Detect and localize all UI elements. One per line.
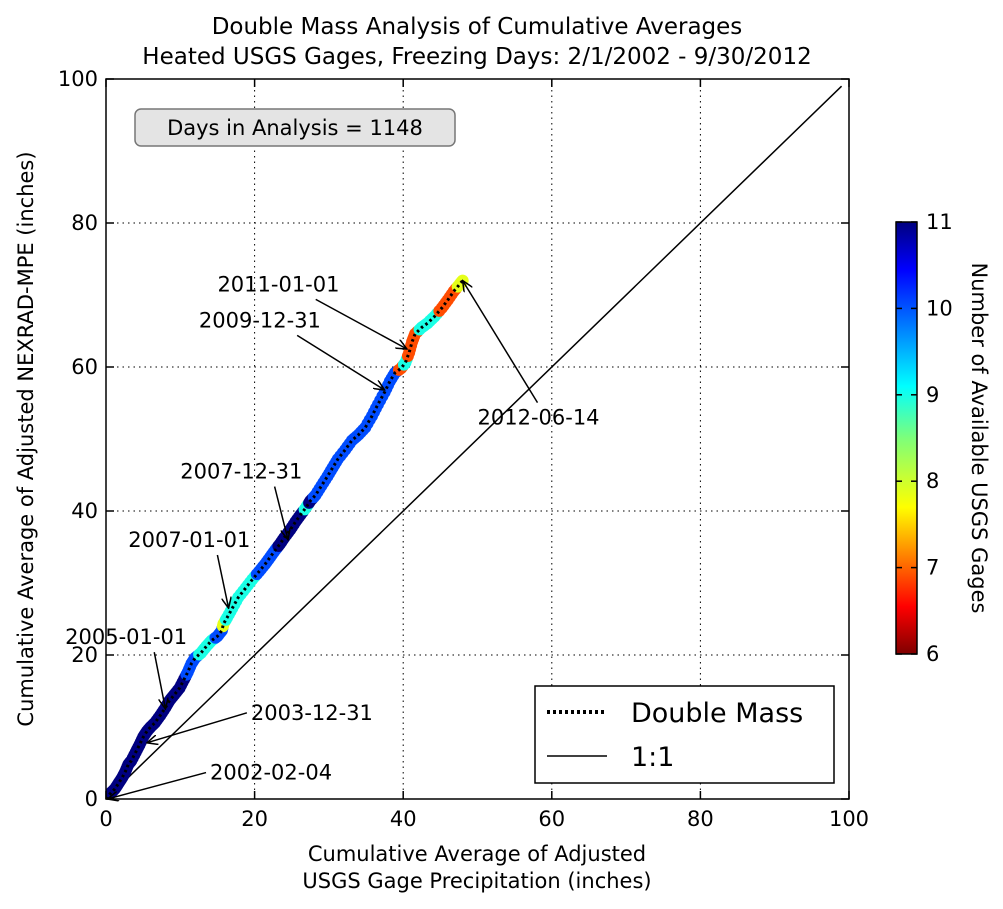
x-tick-label: 20: [241, 807, 268, 831]
x-tick-label: 40: [390, 807, 417, 831]
colorbar-ticks: 6 7 8 9 10 11: [896, 210, 953, 666]
y-tick-label: 20: [71, 643, 98, 667]
x-tick-label: 80: [687, 807, 714, 831]
y-tick-label: 60: [71, 355, 98, 379]
colorbar-label: Number of Available USGS Gages: [967, 263, 991, 614]
one-to-one-line-group: [106, 85, 843, 799]
y-tick-label: 80: [71, 211, 98, 235]
legend-label-double-mass: Double Mass: [631, 698, 803, 729]
annotations: 2011-01-01 2009-12-31 2012-06-14 2007-12-31…: [65, 272, 600, 799]
colorbar-tick-label: 6: [926, 642, 939, 666]
annotation-label: 2003-12-31: [251, 701, 373, 725]
annotation-arrow: [107, 771, 207, 799]
x-axis-label-line2: USGS Gage Precipitation (inches): [302, 869, 651, 893]
chart-title-line2: Heated USGS Gages, Freezing Days: 2/1/20…: [142, 44, 811, 70]
double-mass-line: [106, 279, 464, 799]
annotation-arrow: [216, 554, 228, 608]
annotation-arrow: [463, 281, 539, 403]
annotation-arrow: [315, 298, 407, 349]
annotation-label: 2012-06-14: [478, 406, 600, 430]
info-box-text: Days in Analysis = 1148: [167, 116, 423, 140]
annotation-label: 2007-01-01: [128, 528, 250, 552]
axis-ticks: 0 20 40 60 80 100 0 20 40 60 80 100: [58, 67, 869, 831]
colorbar-tick-label: 10: [926, 296, 953, 320]
x-tick-label: 60: [538, 807, 565, 831]
annotation-label: 2002-02-04: [210, 761, 332, 785]
annotation-label: 2005-01-01: [65, 625, 187, 649]
x-axis-label-line1: Cumulative Average of Adjusted: [308, 842, 646, 866]
annotation-arrow: [147, 712, 248, 743]
annotation-label: 2011-01-01: [217, 272, 339, 296]
y-axis-label: Cumulative Average of Adjusted NEXRAD-MP…: [14, 151, 38, 726]
grid: [106, 79, 849, 799]
annotation-label: 2009-12-31: [199, 308, 321, 332]
chart-title-line1: Double Mass Analysis of Cumulative Avera…: [212, 14, 743, 40]
info-box-frame: [134, 108, 456, 147]
double-mass-dotted-line-group: [106, 279, 464, 799]
colorbar-tick-label: 11: [926, 210, 953, 234]
y-tick-label: 100: [58, 67, 98, 91]
y-tick-label: 40: [71, 499, 98, 523]
info-box: Days in Analysis = 1148: [134, 108, 456, 147]
legend: Double Mass 1:1: [534, 685, 835, 784]
y-tick-label: 0: [85, 787, 98, 811]
colorbar-gradient: [895, 221, 918, 655]
colorbar: 6 7 8 9 10 11 Number of Available USGS Gages: [895, 210, 991, 666]
colorbar-tick-label: 9: [926, 383, 939, 407]
x-tick-label: 0: [99, 807, 112, 831]
legend-frame: [534, 685, 835, 784]
colorbar-tick-label: 8: [926, 469, 939, 493]
annotation-arrow: [153, 652, 165, 709]
annotation-arrow: [296, 334, 384, 390]
one-to-one-line: [106, 85, 843, 799]
annotation-label: 2007-12-31: [180, 460, 302, 484]
annotation-arrow: [273, 486, 288, 540]
legend-label-one-to-one: 1:1: [631, 742, 674, 773]
colorbar-tick-label: 7: [926, 556, 939, 580]
plot-frame: [105, 78, 850, 800]
x-tick-label: 100: [829, 807, 869, 831]
